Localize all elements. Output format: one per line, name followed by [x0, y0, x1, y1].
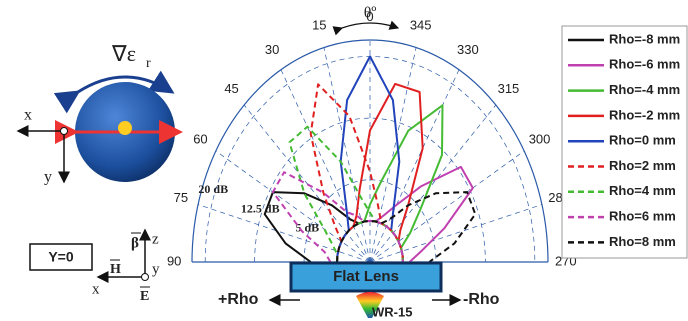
- rotation-arrow: [53, 70, 175, 114]
- angle-grid-line: [369, 150, 525, 263]
- radial-grid-line: [254, 117, 486, 263]
- legend-label: Rho=0 mm: [609, 133, 676, 148]
- angle-tick-label: 45: [224, 81, 238, 96]
- legend-label: Rho=2 mm: [609, 158, 676, 173]
- pattern-line: [271, 171, 404, 263]
- angle-grid-line: [369, 104, 497, 263]
- legend: Rho=-8 mm Rho=-6 mm Rho=-4 mm Rho=-2 mm Rho=…: [561, 25, 688, 259]
- angle-tick-label: 0: [366, 9, 373, 24]
- feed-label: WR-15: [372, 304, 412, 319]
- axis-origin-2: [141, 273, 149, 281]
- radial-grid-line: [303, 179, 437, 263]
- radial-tick-label: 12.5 dB: [241, 201, 280, 215]
- angle-tick-label: 60: [193, 131, 207, 146]
- angle-tick-label: 315: [498, 81, 520, 96]
- angle-tick-label: 300: [529, 131, 551, 146]
- angle-grid-line: [215, 150, 371, 263]
- legend-label: Rho=-8 mm: [609, 31, 680, 46]
- feed-dot: [118, 121, 132, 135]
- angle-arrow: [332, 20, 400, 36]
- gradient-subscript: r: [146, 56, 151, 71]
- angle-grid-line: [197, 204, 371, 263]
- horn: [356, 292, 384, 318]
- outer-boundary: [191, 39, 549, 263]
- beta-label: β: [131, 235, 139, 251]
- angle-tick-label: 90: [167, 253, 181, 268]
- gradient-label: ∇ε: [111, 41, 136, 66]
- angle-grid-line: [323, 47, 371, 263]
- illustration: ∇ε r x y Y=0 β z H y x E: [16, 41, 183, 304]
- plane-label: Y=0: [48, 249, 74, 265]
- angle-tick-label: 345: [410, 18, 432, 33]
- legend-label: Rho=8 mm: [609, 234, 676, 249]
- legend-label: Rho=-2 mm: [609, 107, 680, 122]
- plane-box: [29, 243, 93, 271]
- legend-label: Rho=6 mm: [609, 209, 676, 224]
- angle-grid-line: [369, 204, 543, 263]
- pattern-line: [336, 191, 477, 263]
- angle-tick-label: 15: [312, 18, 326, 33]
- angle-label: θº: [364, 5, 377, 22]
- legend-label: Rho=-4 mm: [609, 82, 680, 97]
- axis-y-label: y: [44, 169, 52, 186]
- angle-tick-label: 75: [174, 190, 188, 205]
- angle-tick-label: 30: [265, 42, 279, 57]
- z-label: z: [152, 231, 159, 247]
- angle-grid-line: [369, 69, 460, 263]
- axis-x-label: x: [24, 107, 32, 124]
- h-label: H: [110, 262, 121, 277]
- radial-tick-label: 20 dB: [198, 182, 228, 196]
- legend-label: Rho=-6 mm: [609, 57, 680, 72]
- legend-label: Rho=4 mm: [609, 183, 676, 198]
- axis-origin: [60, 127, 68, 135]
- e-label: E: [140, 289, 149, 304]
- angle-grid-line: [369, 47, 417, 263]
- setup: Flat Lens WR-15 +Rho -Rho θº: [218, 5, 500, 320]
- radial-tick-label: 5 dB: [295, 220, 319, 234]
- plus-rho-label: +Rho: [218, 291, 259, 308]
- x2-label: x: [92, 281, 100, 297]
- flat-lens: [289, 261, 443, 293]
- angle-tick-label: 330: [457, 42, 479, 57]
- lens-label: Flat Lens: [333, 268, 399, 285]
- y2-label: y: [152, 261, 160, 277]
- minus-rho-label: -Rho: [463, 291, 500, 308]
- plot-area: [263, 55, 477, 263]
- angle-grid-line: [243, 104, 371, 263]
